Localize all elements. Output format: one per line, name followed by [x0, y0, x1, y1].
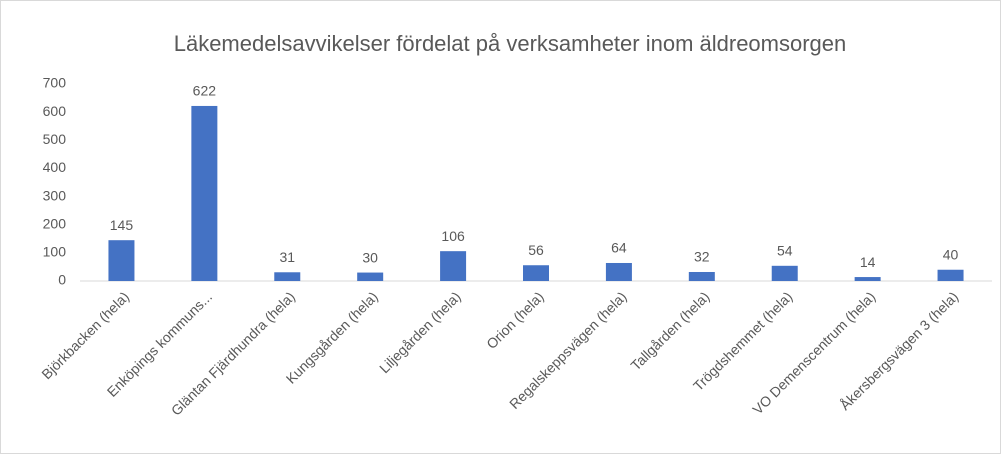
data-label: 31	[279, 249, 295, 265]
bar	[274, 272, 301, 281]
y-tick-label: 100	[43, 244, 67, 260]
bar	[605, 262, 632, 281]
data-label: 56	[528, 242, 544, 258]
bar	[688, 271, 715, 281]
bar	[523, 265, 549, 281]
y-tick-label: 600	[43, 103, 67, 119]
bar	[357, 272, 384, 281]
data-label: 145	[110, 217, 134, 233]
data-label: 32	[694, 249, 710, 265]
data-label: 64	[611, 240, 627, 256]
bar	[108, 240, 135, 281]
y-tick-label: 0	[58, 272, 66, 288]
data-label: 106	[441, 228, 465, 244]
y-tick-label: 500	[43, 131, 67, 147]
y-tick-label: 400	[43, 159, 67, 175]
bar	[771, 265, 798, 281]
data-label: 14	[860, 254, 876, 270]
data-label: 40	[943, 246, 959, 262]
y-tick-label: 700	[43, 75, 67, 91]
y-tick-label: 200	[43, 215, 67, 231]
data-label: 30	[362, 249, 378, 265]
bar	[440, 251, 467, 281]
bar	[937, 269, 964, 281]
bar	[191, 105, 218, 281]
data-label: 622	[193, 83, 217, 99]
y-tick-label: 300	[43, 187, 67, 203]
chart-title: Läkemedelsavvikelser fördelat på verksam…	[174, 31, 847, 56]
bar	[854, 277, 881, 281]
data-label: 54	[777, 243, 793, 259]
